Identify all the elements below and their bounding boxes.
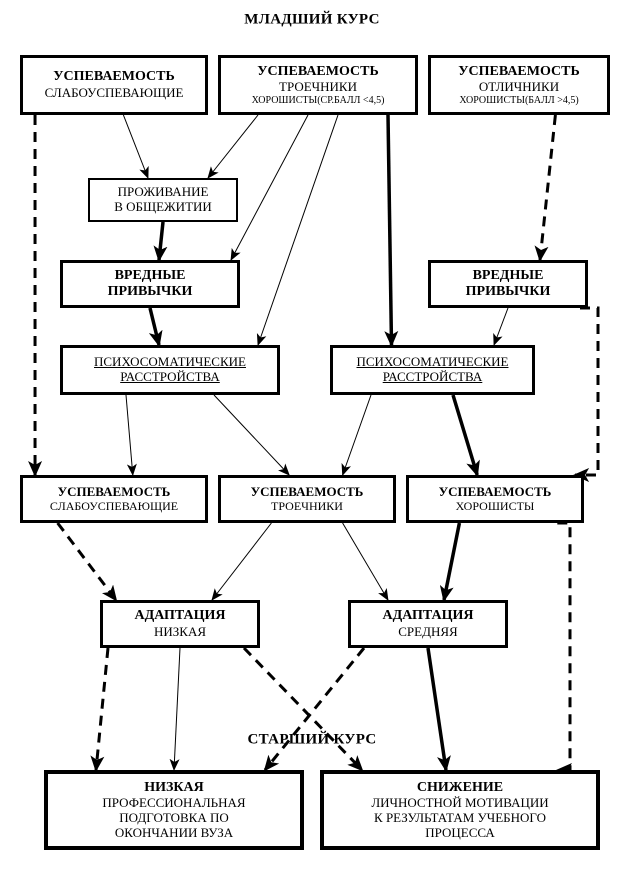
edge-ps2-s3 — [453, 395, 477, 475]
edge-s1-ad1 — [58, 523, 116, 600]
edge-hab1-ps1 — [150, 308, 159, 345]
node-u2: УСПЕВАЕМОСТЬТРОЕЧНИКИХОРОШИСТЫ(СР.БАЛЛ <… — [218, 55, 418, 115]
node-ad1: АДАПТАЦИЯНИЗКАЯ — [100, 600, 260, 648]
edge-hab2-s3 — [575, 308, 598, 475]
edge-u2-dorm — [208, 115, 258, 178]
edge-u2-ps1 — [258, 115, 338, 345]
node-ps1: ПСИХОСОМАТИЧЕСКИЕРАССТРОЙСТВА — [60, 345, 280, 395]
edge-ad1-out2 — [244, 648, 362, 770]
edge-hab2-ps2 — [494, 308, 508, 345]
node-u3: УСПЕВАЕМОСТЬОТЛИЧНИКИХОРОШИСТЫ(БАЛЛ >4,5… — [428, 55, 610, 115]
node-out2: СНИЖЕНИЕЛИЧНОСТНОЙ МОТИВАЦИИК РЕЗУЛЬТАТА… — [320, 770, 600, 850]
edges-layer — [0, 0, 625, 883]
edge-s2-ad1 — [212, 523, 271, 600]
node-out1: НИЗКАЯПРОФЕССИОНАЛЬНАЯПОДГОТОВКА ПООКОНЧ… — [44, 770, 304, 850]
edge-s3-ad2 — [444, 523, 459, 600]
node-s2: УСПЕВАЕМОСТЬТРОЕЧНИКИ — [218, 475, 396, 523]
edge-u3-hab2 — [540, 115, 555, 260]
node-dorm: ПРОЖИВАНИЕВ ОБЩЕЖИТИИ — [88, 178, 238, 222]
node-u1: УСПЕВАЕМОСТЬСЛАБОУСПЕВАЮЩИЕ — [20, 55, 208, 115]
edge-ad2-out1 — [265, 648, 364, 770]
node-hab2: ВРЕДНЫЕПРИВЫЧКИ — [428, 260, 588, 308]
edge-u2-hab1 — [231, 115, 308, 260]
edge-u2-ps2 — [388, 115, 392, 345]
edge-ps1-s2 — [214, 395, 289, 475]
edge-ps2-s2 — [343, 395, 371, 475]
edge-dorm-hab1 — [159, 222, 163, 260]
edge-ad2-out2 — [428, 648, 446, 770]
edge-s3-out2 — [557, 523, 570, 770]
edge-ad1-out1 — [96, 648, 108, 770]
node-ad2: АДАПТАЦИЯСРЕДНЯЯ — [348, 600, 508, 648]
edge-ps1-s1 — [126, 395, 133, 475]
node-hab1: ВРЕДНЫЕПРИВЫЧКИ — [60, 260, 240, 308]
node-s3: УСПЕВАЕМОСТЬХОРОШИСТЫ — [406, 475, 584, 523]
edge-s2-ad2 — [343, 523, 388, 600]
edge-ad1-out1 — [174, 648, 180, 770]
edge-u1-dorm — [123, 115, 148, 178]
node-s1: УСПЕВАЕМОСТЬСЛАБОУСПЕВАЮЩИЕ — [20, 475, 208, 523]
title-junior: МЛАДШИЙ КУРС — [244, 12, 379, 29]
flowchart-canvas: { "canvas": { "width": 625, "height": 88… — [0, 0, 625, 883]
node-ps2: ПСИХОСОМАТИЧЕСКИЕРАССТРОЙСТВА — [330, 345, 535, 395]
title-senior: СТАРШИЙ КУРС — [247, 732, 376, 749]
